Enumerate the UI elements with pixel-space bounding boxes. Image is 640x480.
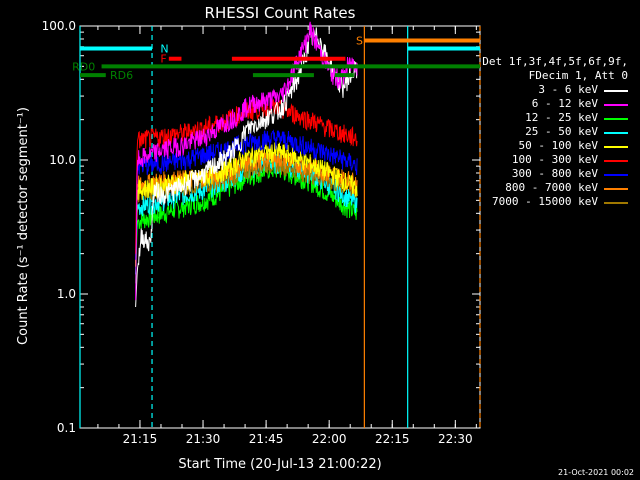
x-axis-label: Start Time (20-Jul-13 21:00:22) xyxy=(178,457,381,472)
series-line-300-800keV xyxy=(135,129,358,260)
legend-entry: 3 - 6 keV xyxy=(538,83,598,96)
legend-swatch xyxy=(604,146,628,148)
segment-label-n: N xyxy=(160,42,168,55)
legend-swatch xyxy=(604,160,628,162)
x-tick-label: 21:45 xyxy=(249,432,284,446)
legend-header: Det 1f,3f,4f,5f,6f,9f, xyxy=(482,55,628,68)
legend-swatch xyxy=(604,90,628,92)
legend-entry: 100 - 300 keV xyxy=(511,153,598,166)
y-tick-label: 10.0 xyxy=(49,153,76,167)
date-stamp: 21-Oct-2021 00:02 xyxy=(558,468,634,477)
series-line-50-100keV xyxy=(135,142,358,267)
x-tick-label: 22:15 xyxy=(375,432,410,446)
series-line-6-12keV xyxy=(135,21,358,301)
legend-entry: 300 - 800 keV xyxy=(511,167,598,180)
x-tick-label: 22:30 xyxy=(438,432,473,446)
x-tick-label: 21:15 xyxy=(123,432,158,446)
series-line-3-6keV xyxy=(135,27,358,308)
y-tick-label: 0.1 xyxy=(57,421,76,435)
segment-label-f: F xyxy=(160,53,166,66)
x-tick-label: 22:00 xyxy=(312,432,347,446)
segment-label-s: S xyxy=(356,34,363,47)
legend-swatch xyxy=(604,188,628,190)
x-tick-label: 21:30 xyxy=(186,432,221,446)
plot-area: 0.1 1.0 10.0 100.0 21:15 21:30 21:45 22:00 22:15… xyxy=(42,19,481,446)
legend-swatch xyxy=(604,118,628,120)
chart-title: RHESSI Count Rates xyxy=(205,4,356,22)
legend-swatch xyxy=(604,132,628,134)
legend-entry: 6 - 12 keV xyxy=(531,97,598,110)
series-line-12-25keV xyxy=(135,160,358,284)
legend-header: FDecim 1, Att 0 xyxy=(528,69,628,82)
legend-entry: 800 - 7000 keV xyxy=(505,181,598,194)
y-tick-label: 1.0 xyxy=(57,287,76,301)
legend-swatch xyxy=(604,104,628,106)
legend-swatch xyxy=(604,174,628,176)
legend-entry: 12 - 25 keV xyxy=(525,111,598,124)
legend-entry: 25 - 50 keV xyxy=(525,125,598,138)
segment-label-rd6: RD6 xyxy=(110,69,133,82)
legend-swatch xyxy=(604,202,628,204)
y-axis-label: Count Rate (s⁻¹ detector segment⁻¹) xyxy=(16,107,31,345)
y-tick-label: 100.0 xyxy=(42,19,76,33)
legend-entry: 50 - 100 keV xyxy=(518,139,598,152)
segment-label-rd0: RD0 xyxy=(72,60,95,73)
legend-entry: 7000 - 15000 keV xyxy=(492,195,598,208)
